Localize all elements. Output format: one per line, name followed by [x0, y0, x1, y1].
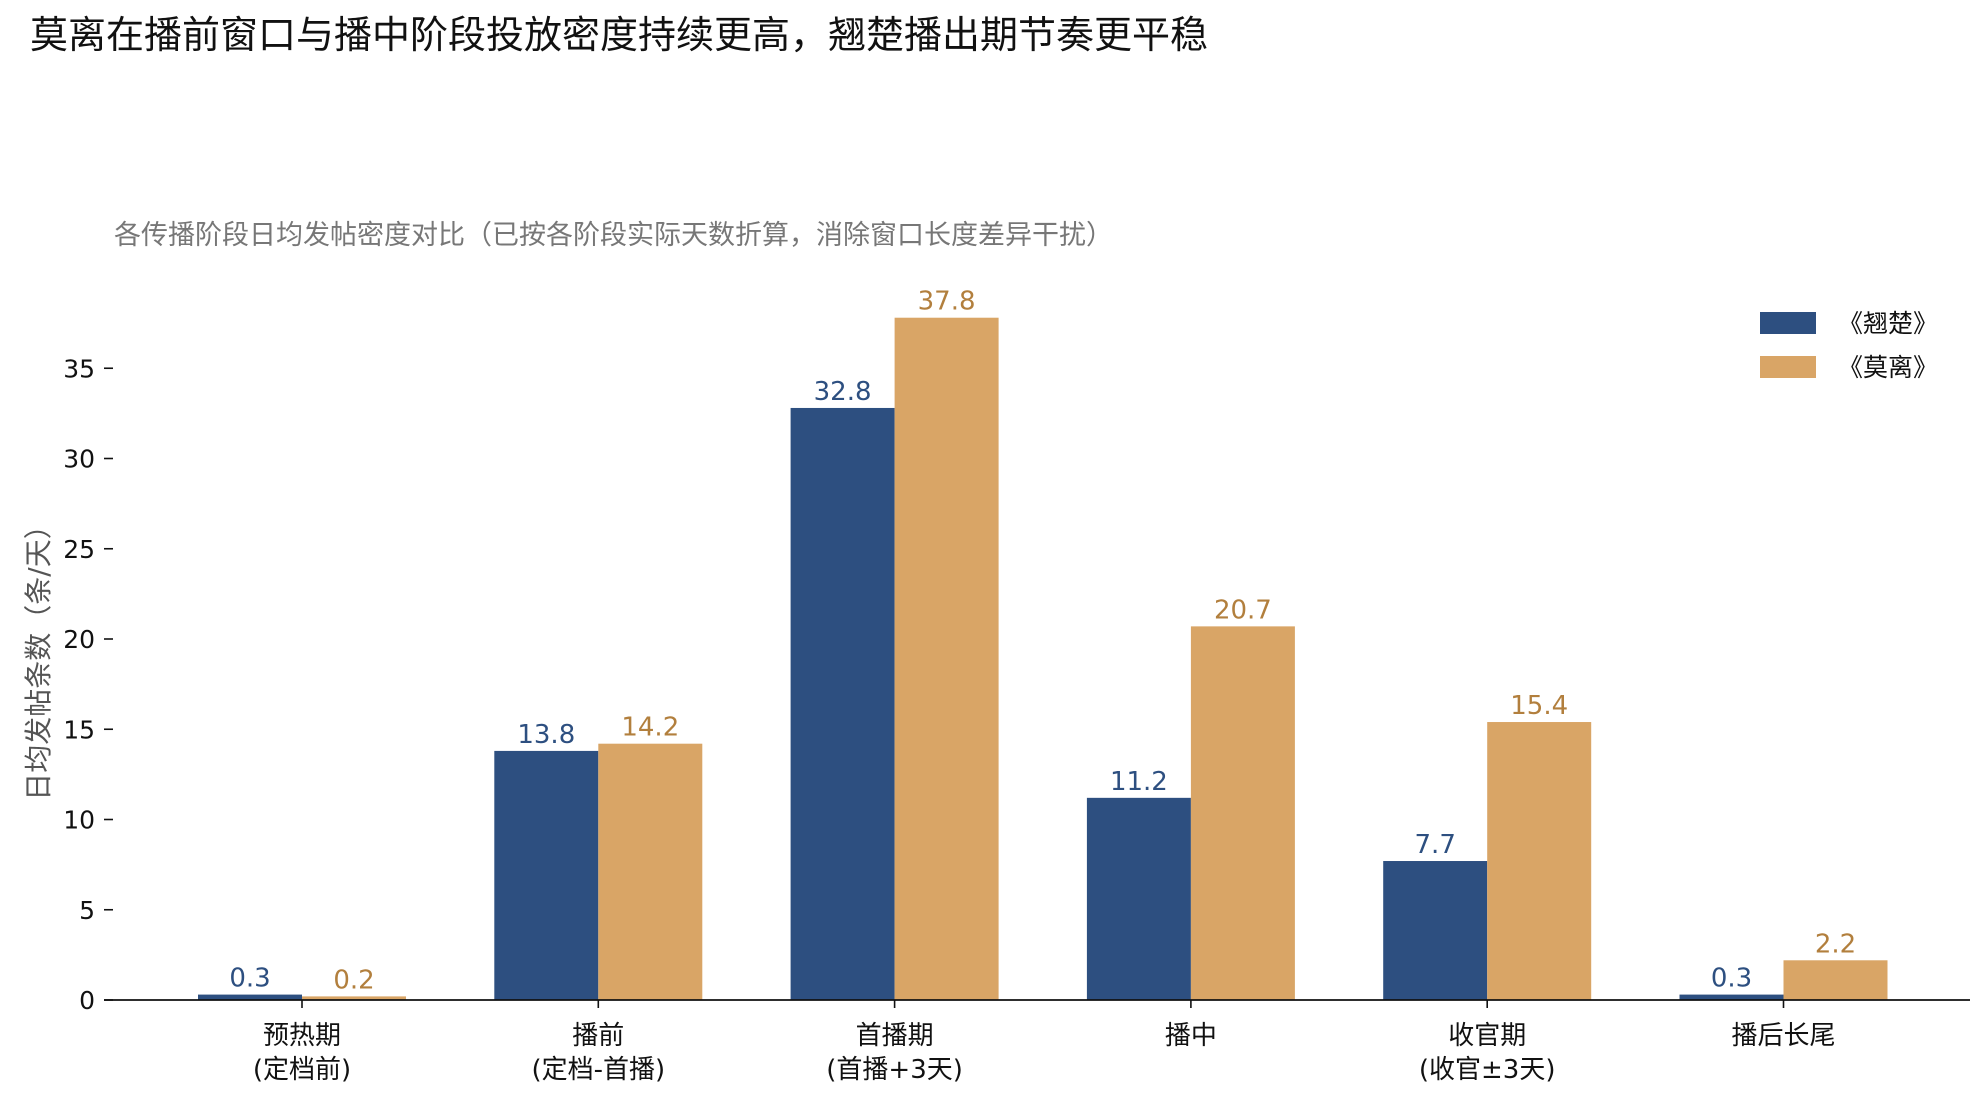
x-tick-label: (收官±3天) [1419, 1055, 1556, 1085]
bar [894, 317, 999, 1001]
bar [790, 407, 895, 1001]
y-tick-label: 15 [63, 715, 95, 744]
legend-label: 《翘楚》 [1838, 309, 1938, 338]
chart-title: 莫离在播前窗口与播中阶段投放密度持续更高，翘楚播出期节奏更平稳 [30, 13, 1208, 57]
y-tick-label: 20 [63, 625, 95, 654]
bar-value-label: 37.8 [918, 287, 976, 317]
bar-value-label: 20.7 [1214, 595, 1272, 625]
y-axis-label: 日均发帖条数（条/天） [22, 511, 55, 800]
bar [198, 994, 302, 1000]
x-tick-label: 首播期 [856, 1021, 934, 1051]
x-tick-label: 预热期 [263, 1021, 341, 1051]
x-tick-label: (定档前) [253, 1055, 351, 1085]
bar [1383, 861, 1488, 1000]
y-tick-label: 30 [63, 445, 95, 474]
bar [1487, 722, 1592, 1000]
legend-swatch [1760, 356, 1816, 378]
chart-subtitle: 各传播阶段日均发帖密度对比（已按各阶段实际天数折算，消除窗口长度差异干扰） [114, 220, 1113, 251]
bar [1190, 626, 1295, 1000]
bar-value-label: 13.8 [517, 720, 575, 750]
bar [1679, 994, 1784, 1000]
value-labels: 0.3 0.2 13.8 14.2 32.8 37.8 11.2 20.7 7.7 15.4 0.3… [229, 287, 1856, 996]
y-tick-label: 10 [63, 806, 95, 835]
bar-value-label: 2.2 [1815, 929, 1856, 959]
x-tick-label: (定档-首播) [531, 1055, 665, 1085]
bar-value-label: 32.8 [814, 377, 872, 407]
x-tick-label: 播中 [1165, 1021, 1217, 1051]
legend-swatch [1760, 312, 1816, 334]
bar-value-label: 11.2 [1110, 767, 1168, 797]
bars [198, 317, 1888, 1001]
y-tick-label: 0 [79, 986, 95, 1015]
x-tick-label: 播前 [572, 1021, 624, 1051]
bar [494, 750, 599, 1000]
bar-value-label: 0.3 [1711, 964, 1752, 994]
bar-value-label: 0.3 [229, 964, 270, 994]
legend: 《翘楚》《莫离》 [1760, 309, 1938, 382]
x-tick-label: (首播+3天) [826, 1055, 963, 1085]
x-tick-label: 收官期 [1448, 1021, 1526, 1051]
legend-label: 《莫离》 [1838, 353, 1938, 382]
y-tick-label: 25 [63, 535, 95, 564]
y-tick-label: 35 [63, 354, 95, 383]
x-tick-label: 播后长尾 [1731, 1021, 1835, 1051]
bar [302, 996, 406, 1000]
bar-value-label: 0.2 [333, 965, 374, 995]
bar [1783, 960, 1888, 1000]
x-axis: 预热期 (定档前) 播前 (定档-首播) 首播期 (首播+3天) 播中 收官期 (收官±3天) 播… [104, 999, 1970, 1085]
bar [598, 743, 703, 1000]
bar-value-label: 7.7 [1415, 830, 1456, 860]
y-axis: 0 5 10 15 20 25 30 35 [63, 354, 113, 1015]
bar [1086, 797, 1191, 1000]
y-tick-label: 5 [79, 896, 95, 925]
bar-value-label: 15.4 [1510, 691, 1568, 721]
bar-value-label: 14.2 [621, 713, 679, 743]
